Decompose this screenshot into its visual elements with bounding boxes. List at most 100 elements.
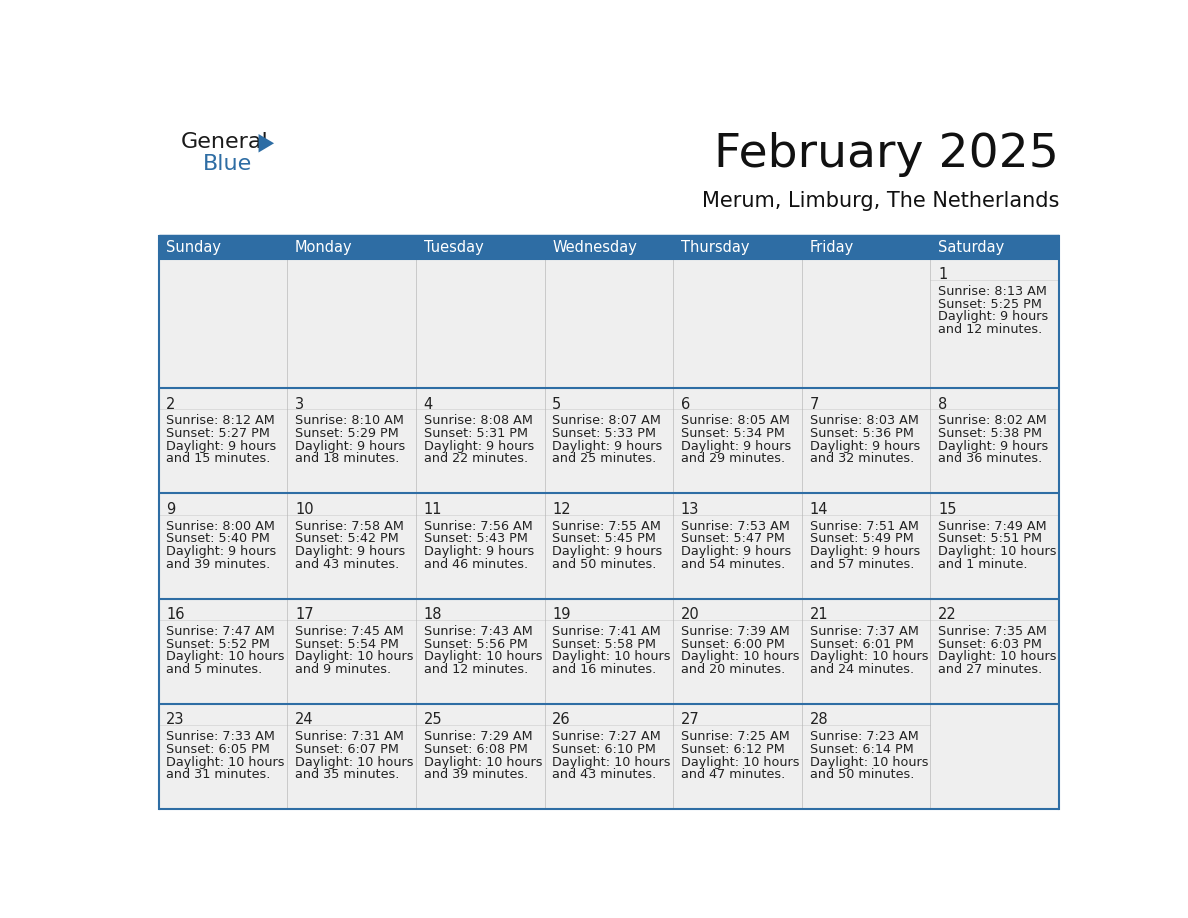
Text: Daylight: 10 hours: Daylight: 10 hours [681, 756, 800, 768]
Bar [416, 494, 544, 599]
Text: Sunset: 5:47 PM: Sunset: 5:47 PM [681, 532, 785, 545]
Text: Sunrise: 7:55 AM: Sunrise: 7:55 AM [552, 520, 662, 532]
Text: Daylight: 10 hours: Daylight: 10 hours [424, 756, 542, 768]
Text: and 43 minutes.: and 43 minutes. [295, 558, 399, 571]
Text: Sunrise: 7:43 AM: Sunrise: 7:43 AM [424, 625, 532, 638]
Bar [802, 236, 930, 259]
Text: Daylight: 9 hours: Daylight: 9 hours [681, 440, 791, 453]
Text: 5: 5 [552, 397, 562, 411]
Text: Daylight: 9 hours: Daylight: 9 hours [295, 440, 405, 453]
Text: Sunset: 5:29 PM: Sunset: 5:29 PM [295, 427, 399, 440]
Bar [930, 704, 1060, 810]
Bar [544, 259, 674, 388]
Text: Sunrise: 7:45 AM: Sunrise: 7:45 AM [295, 625, 404, 638]
Text: Sunrise: 7:27 AM: Sunrise: 7:27 AM [552, 730, 661, 744]
Text: 1: 1 [939, 267, 948, 282]
Text: 17: 17 [295, 607, 314, 622]
Text: Sunset: 5:54 PM: Sunset: 5:54 PM [295, 638, 399, 651]
Bar [674, 704, 802, 810]
Bar [802, 599, 930, 704]
Text: Daylight: 10 hours: Daylight: 10 hours [809, 756, 928, 768]
Text: 10: 10 [295, 502, 314, 517]
Text: and 50 minutes.: and 50 minutes. [552, 558, 657, 571]
Bar [930, 494, 1060, 599]
Text: 13: 13 [681, 502, 700, 517]
Text: Sunset: 5:43 PM: Sunset: 5:43 PM [424, 532, 527, 545]
Text: Sunset: 5:34 PM: Sunset: 5:34 PM [681, 427, 785, 440]
Text: 18: 18 [424, 607, 442, 622]
Text: 19: 19 [552, 607, 570, 622]
Text: Sunrise: 8:05 AM: Sunrise: 8:05 AM [681, 414, 790, 428]
Text: Daylight: 9 hours: Daylight: 9 hours [809, 545, 920, 558]
Text: Sunset: 6:03 PM: Sunset: 6:03 PM [939, 638, 1042, 651]
Text: Sunday: Sunday [166, 240, 221, 254]
Text: 28: 28 [809, 712, 828, 727]
Text: 25: 25 [424, 712, 442, 727]
Text: Daylight: 9 hours: Daylight: 9 hours [424, 440, 533, 453]
Text: Friday: Friday [809, 240, 854, 254]
Text: Daylight: 10 hours: Daylight: 10 hours [295, 756, 413, 768]
Text: 12: 12 [552, 502, 571, 517]
Bar [287, 259, 416, 388]
Text: and 32 minutes.: and 32 minutes. [809, 453, 914, 465]
Text: Sunset: 5:56 PM: Sunset: 5:56 PM [424, 638, 527, 651]
Text: 14: 14 [809, 502, 828, 517]
Text: Sunrise: 7:29 AM: Sunrise: 7:29 AM [424, 730, 532, 744]
Text: 26: 26 [552, 712, 571, 727]
Text: 11: 11 [424, 502, 442, 517]
Text: Sunset: 5:25 PM: Sunset: 5:25 PM [939, 297, 1042, 310]
Text: Sunrise: 8:12 AM: Sunrise: 8:12 AM [166, 414, 276, 428]
Text: and 15 minutes.: and 15 minutes. [166, 453, 271, 465]
Text: General: General [181, 131, 268, 151]
Text: Blue: Blue [203, 153, 252, 174]
Bar [930, 388, 1060, 494]
Text: Sunset: 5:51 PM: Sunset: 5:51 PM [939, 532, 1042, 545]
Text: 20: 20 [681, 607, 700, 622]
Bar [674, 599, 802, 704]
Text: Daylight: 9 hours: Daylight: 9 hours [939, 310, 1049, 323]
Text: Sunset: 5:33 PM: Sunset: 5:33 PM [552, 427, 656, 440]
Bar [802, 704, 930, 810]
Bar [158, 494, 287, 599]
Text: and 16 minutes.: and 16 minutes. [552, 663, 657, 676]
Text: Daylight: 9 hours: Daylight: 9 hours [939, 440, 1049, 453]
Text: Daylight: 9 hours: Daylight: 9 hours [166, 440, 277, 453]
Text: and 35 minutes.: and 35 minutes. [295, 768, 399, 781]
Text: Daylight: 10 hours: Daylight: 10 hours [166, 756, 285, 768]
Bar [802, 388, 930, 494]
Text: and 31 minutes.: and 31 minutes. [166, 768, 271, 781]
Text: Sunrise: 7:49 AM: Sunrise: 7:49 AM [939, 520, 1047, 532]
Text: and 12 minutes.: and 12 minutes. [939, 323, 1043, 336]
Bar [287, 494, 416, 599]
Text: Sunset: 5:52 PM: Sunset: 5:52 PM [166, 638, 270, 651]
Text: Sunset: 5:27 PM: Sunset: 5:27 PM [166, 427, 270, 440]
Text: and 1 minute.: and 1 minute. [939, 558, 1028, 571]
Text: Sunset: 5:45 PM: Sunset: 5:45 PM [552, 532, 656, 545]
Bar [674, 259, 802, 388]
Text: Sunset: 6:05 PM: Sunset: 6:05 PM [166, 743, 270, 756]
Bar [287, 704, 416, 810]
Text: Daylight: 9 hours: Daylight: 9 hours [809, 440, 920, 453]
Bar [930, 599, 1060, 704]
Bar [416, 388, 544, 494]
Bar [674, 388, 802, 494]
Text: Sunrise: 7:37 AM: Sunrise: 7:37 AM [809, 625, 918, 638]
Text: Sunset: 5:58 PM: Sunset: 5:58 PM [552, 638, 656, 651]
Text: 15: 15 [939, 502, 956, 517]
Text: 21: 21 [809, 607, 828, 622]
Text: Sunrise: 8:10 AM: Sunrise: 8:10 AM [295, 414, 404, 428]
Text: and 9 minutes.: and 9 minutes. [295, 663, 391, 676]
Text: Sunset: 5:38 PM: Sunset: 5:38 PM [939, 427, 1042, 440]
Text: Sunrise: 7:56 AM: Sunrise: 7:56 AM [424, 520, 532, 532]
Bar [158, 599, 287, 704]
Text: and 25 minutes.: and 25 minutes. [552, 453, 657, 465]
Text: Merum, Limburg, The Netherlands: Merum, Limburg, The Netherlands [702, 191, 1060, 211]
Text: Sunset: 6:00 PM: Sunset: 6:00 PM [681, 638, 785, 651]
Text: Sunrise: 8:07 AM: Sunrise: 8:07 AM [552, 414, 662, 428]
Text: and 39 minutes.: and 39 minutes. [166, 558, 271, 571]
Polygon shape [259, 134, 274, 152]
Text: Sunrise: 7:31 AM: Sunrise: 7:31 AM [295, 730, 404, 744]
Text: and 27 minutes.: and 27 minutes. [939, 663, 1043, 676]
Bar [158, 236, 287, 259]
Text: and 54 minutes.: and 54 minutes. [681, 558, 785, 571]
